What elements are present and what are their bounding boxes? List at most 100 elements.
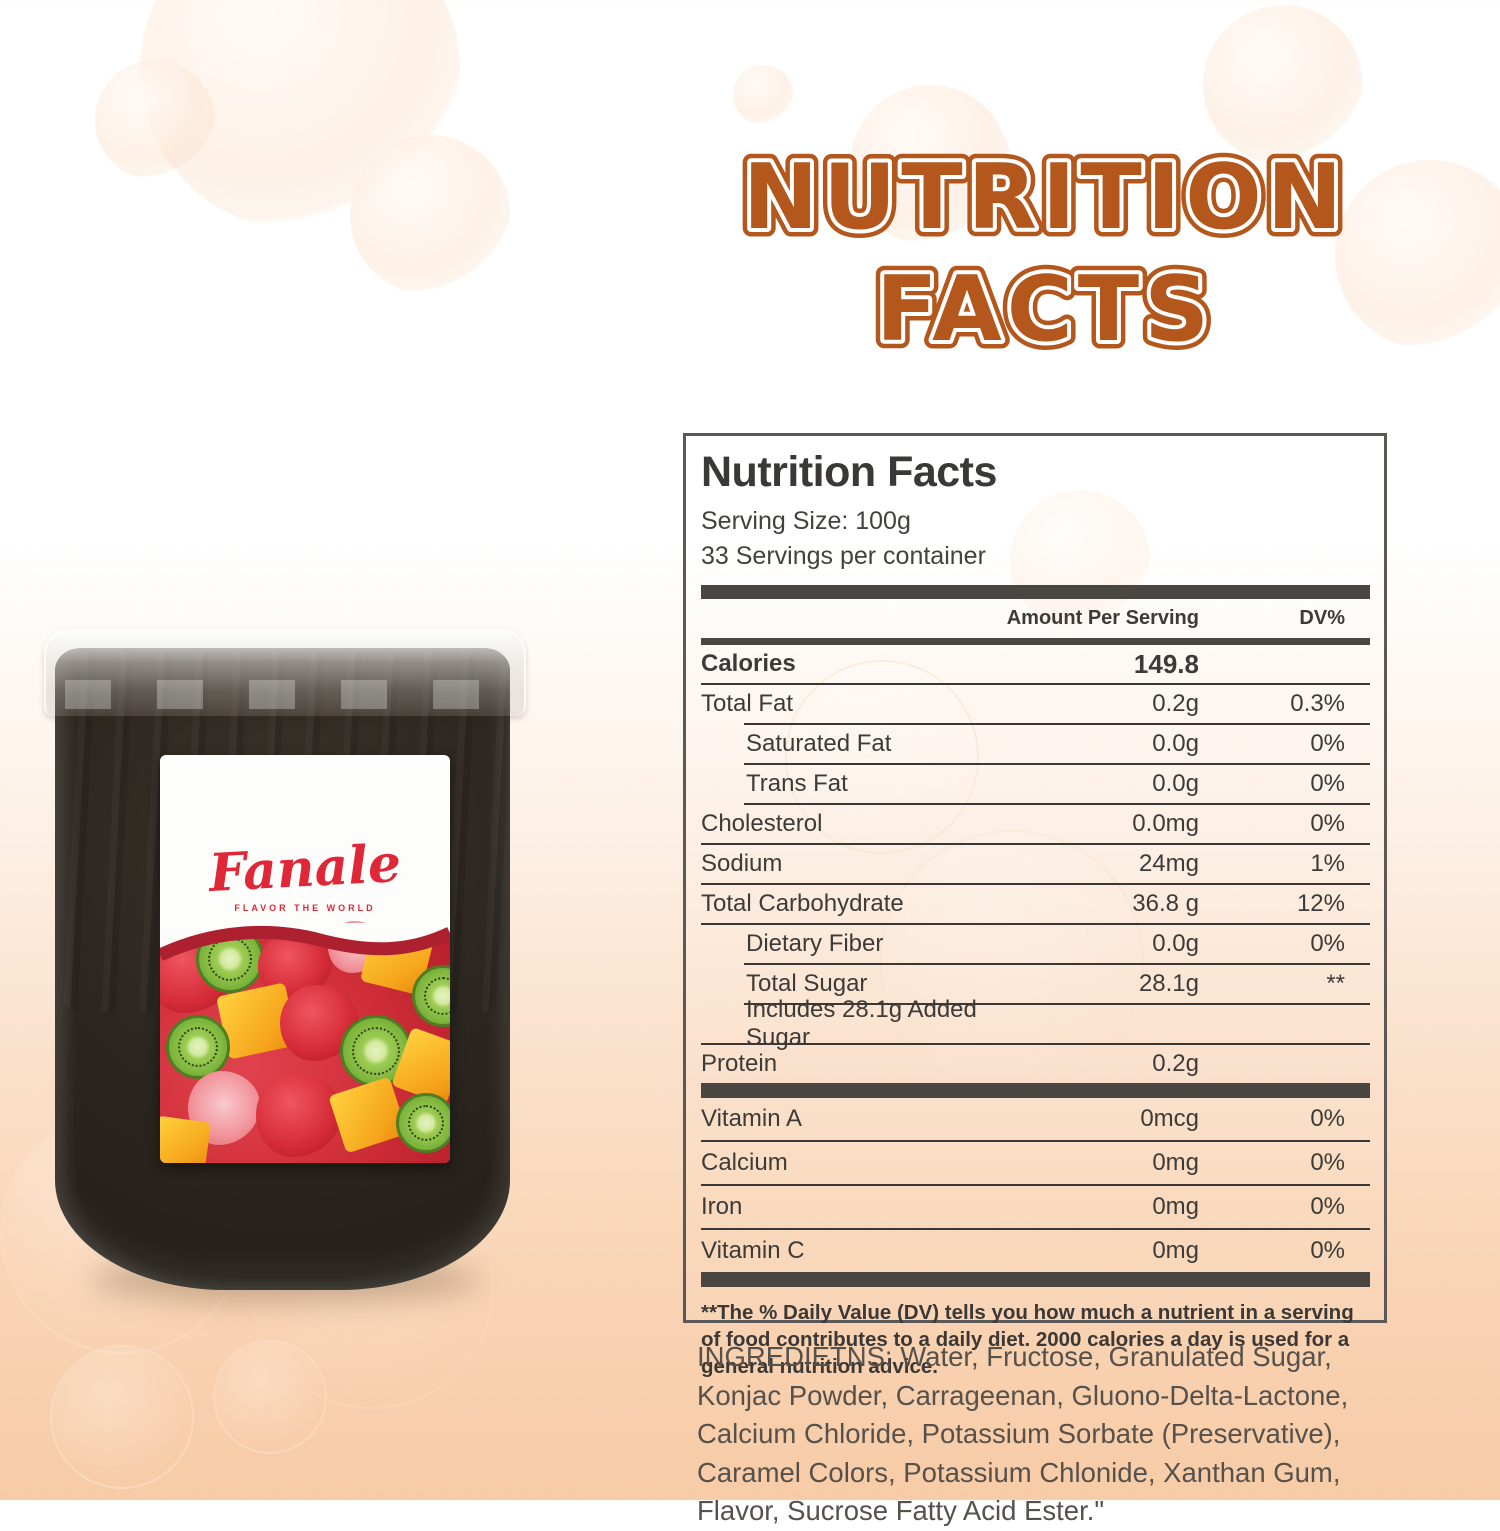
nutrient-row: Protein 0.2g: [686, 1045, 1384, 1083]
row-divider: [701, 1140, 1370, 1142]
nutrient-amount: 0mcg: [1140, 1105, 1199, 1132]
column-header-row: Amount Per Serving DV%: [686, 599, 1384, 638]
serving-size: Serving Size: 100g: [701, 507, 911, 535]
row-divider: [701, 923, 1370, 925]
brand-tagline: FLAVOR THE WORLD: [234, 903, 376, 913]
thick-divider: [701, 585, 1370, 599]
mango-illustration: [328, 1076, 408, 1154]
nutrient-label: Total Fat: [701, 690, 794, 717]
vitamin-row: Vitamin A 0mcg 0%: [686, 1098, 1384, 1140]
brand-wordmark: Fanale: [207, 833, 403, 904]
nutrient-dv: 0%: [1310, 1237, 1345, 1264]
row-divider: [701, 1043, 1370, 1045]
strawberry-illustration: [256, 1073, 342, 1157]
calories-label: Calories: [701, 650, 796, 677]
nutrient-label: Calcium: [701, 1149, 788, 1176]
kiwi-illustration: [396, 1093, 450, 1153]
nutrient-row: Cholesterol 0.0mg 0%: [686, 805, 1384, 843]
nutrient-row: Total Fat 0.2g 0.3%: [686, 685, 1384, 723]
nutrient-row: Saturated Fat 0.0g 0%: [686, 725, 1384, 763]
row-divider: [744, 723, 1370, 725]
nutrient-dv: 1%: [1310, 850, 1345, 877]
nutrient-label: Cholesterol: [701, 810, 823, 837]
nutrient-dv: 0%: [1310, 930, 1345, 957]
nutrient-dv: 0%: [1310, 1193, 1345, 1220]
row-divider: [701, 1228, 1370, 1230]
nutrient-label: Sodium: [701, 850, 783, 877]
row-divider: [744, 963, 1370, 965]
medium-divider: [701, 638, 1370, 645]
bubble-decoration: [95, 60, 215, 180]
nutrient-row: Sodium 24mg 1%: [686, 845, 1384, 883]
nutrient-dv: 0.3%: [1290, 690, 1345, 717]
nutrient-label: Vitamin C: [701, 1237, 805, 1264]
vitamin-row: Calcium 0mg 0%: [686, 1142, 1384, 1184]
row-divider: [744, 803, 1370, 805]
dv-footnote: **The % Daily Value (DV) tells you how m…: [701, 1301, 1354, 1379]
nutrient-label: Dietary Fiber: [746, 930, 884, 957]
fruit-collage: [160, 921, 450, 1163]
nutrient-row: Dietary Fiber 0.0g 0%: [686, 925, 1384, 963]
nutrient-row: Trans Fat 0.0g 0%: [686, 765, 1384, 803]
title-bubble-text: NUTRITION NUTRITION NUTRITION FACTS FACT…: [734, 137, 1350, 371]
nutrient-amount: 0.2g: [1152, 1050, 1199, 1077]
nutrient-row: Total Sugar 28.1g **: [686, 965, 1384, 1003]
nutrition-facts-panel: Nutrition Facts Serving Size: 100g 33 Se…: [683, 433, 1387, 1378]
panel-heading: Nutrition Facts: [701, 448, 997, 496]
vitamin-row: Vitamin C 0mg 0%: [686, 1230, 1384, 1272]
nutrient-label: Iron: [701, 1193, 743, 1220]
nutrient-amount: 0.2g: [1152, 690, 1199, 717]
calories-value: 149.8: [1133, 648, 1199, 679]
nutrient-row: Total Carbohydrate 36.8 g 12%: [686, 885, 1384, 923]
ingredients-text: INGREDIETNS: Water, Fructose, Granulated…: [697, 1341, 1349, 1526]
column-header-amount: Amount Per Serving: [1006, 607, 1199, 629]
nutrient-dv: 0%: [1310, 1105, 1345, 1132]
nutrient-dv: **: [1326, 970, 1345, 997]
kiwi-illustration: [166, 1015, 230, 1079]
nutrient-amount: 0.0g: [1152, 930, 1199, 957]
bubble-decoration: [733, 65, 793, 125]
nutrient-label: Protein: [701, 1050, 778, 1077]
nutrient-amount: 0.0g: [1152, 730, 1199, 757]
svg-text:NUTRITION: NUTRITION: [743, 145, 1347, 250]
nutrient-amount: 0mg: [1152, 1193, 1199, 1220]
svg-text:FACTS: FACTS: [876, 257, 1214, 358]
nutrient-amount: 36.8 g: [1132, 890, 1199, 917]
nutrient-amount: 0.0g: [1152, 770, 1199, 797]
row-divider: [744, 763, 1370, 765]
nutrient-label: Vitamin A: [701, 1105, 802, 1132]
bubble-ring-decoration: [213, 1340, 327, 1454]
page-title: NUTRITION NUTRITION NUTRITION FACTS FACT…: [695, 128, 1395, 371]
nutrient-dv: 0%: [1310, 810, 1345, 837]
calories-row: Calories 149.8: [686, 645, 1384, 683]
bubble-decoration: [140, 0, 460, 230]
row-divider: [701, 843, 1370, 845]
label-wave-divider: [160, 923, 450, 961]
bubble-decoration: [350, 135, 510, 295]
row-divider: [701, 683, 1370, 685]
bubble-ring-decoration: [50, 1345, 194, 1489]
svg-text:FACTS: FACTS: [876, 257, 1214, 358]
nutrient-dv: 0%: [1310, 770, 1345, 797]
nutrient-amount: 28.1g: [1138, 970, 1199, 997]
thick-divider: [701, 1083, 1370, 1098]
nutrient-label: Total Carbohydrate: [701, 890, 904, 917]
svg-text:FACTS: FACTS: [876, 257, 1214, 358]
nutrient-amount: 24mg: [1138, 850, 1199, 877]
mango-illustration: [160, 1115, 212, 1163]
nutrient-label: Trans Fat: [746, 770, 848, 797]
nutrient-dv: 0%: [1310, 730, 1345, 757]
svg-text:NUTRITION: NUTRITION: [743, 145, 1347, 250]
nutrient-label: Includes 28.1g Added Sugar: [746, 996, 977, 1051]
nutrient-dv: 12%: [1296, 890, 1345, 917]
row-divider: [744, 1003, 1370, 1005]
column-header-dv: DV%: [1299, 607, 1345, 629]
tub-lid: [44, 628, 526, 716]
row-divider: [701, 1184, 1370, 1186]
nutrient-label: Total Sugar: [746, 970, 868, 997]
nutrient-label: Saturated Fat: [746, 730, 892, 757]
nutrient-amount: 0.0mg: [1132, 810, 1199, 837]
thick-divider: [701, 1272, 1370, 1287]
servings-per-container: 33 Servings per container: [701, 542, 986, 570]
